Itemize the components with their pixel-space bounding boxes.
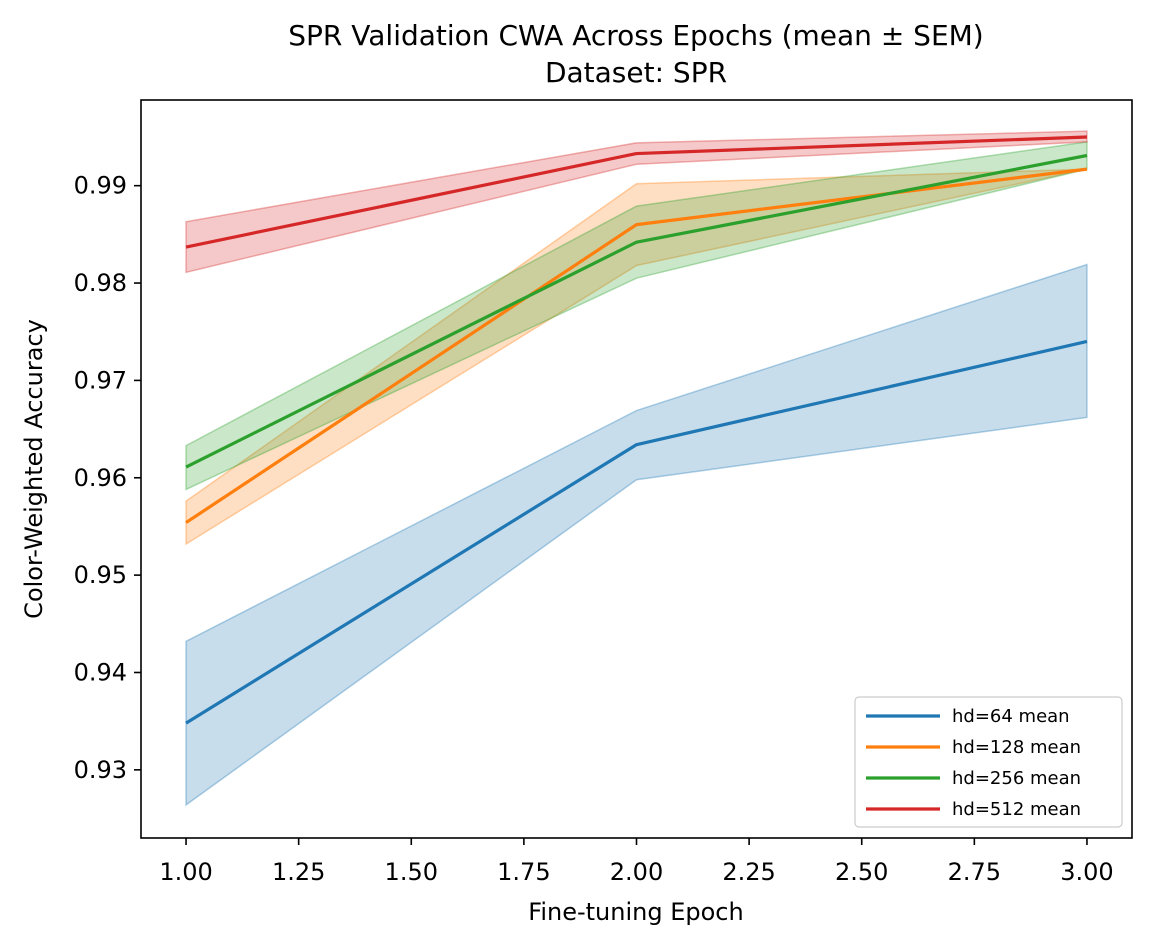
y-tick-label: 0.97 xyxy=(74,366,127,394)
y-tick-label: 0.94 xyxy=(74,658,127,686)
x-tick-label: 2.50 xyxy=(835,858,888,886)
series-line-hd-128-mean xyxy=(185,167,1088,524)
x-axis-ticks: 1.00 1.25 1.50 1.75 2.00 2.25 2.50 2.75 3.00 xyxy=(159,838,1114,886)
x-axis-label: Fine-tuning Epoch xyxy=(528,898,743,926)
x-tick-label: 2.00 xyxy=(610,858,663,886)
series-line-hd-512-mean xyxy=(185,135,1088,249)
x-tick-label: 1.25 xyxy=(272,858,325,886)
x-tick-label: 2.75 xyxy=(948,858,1001,886)
chart-title: SPR Validation CWA Across Epochs (mean ±… xyxy=(288,19,983,52)
sem-band-hd-512-mean xyxy=(185,130,1088,274)
y-tick-label: 0.99 xyxy=(74,172,127,200)
legend-box xyxy=(854,696,1123,828)
x-tick-label: 1.00 xyxy=(159,858,212,886)
legend-label-hd-512-mean: hd=512 mean xyxy=(952,799,1081,820)
y-axis-ticks: 0.93 0.94 0.95 0.96 0.97 0.98 0.99 xyxy=(74,172,141,784)
legend-label-hd-64-mean: hd=64 mean xyxy=(952,706,1070,727)
sem-bands xyxy=(185,130,1088,807)
x-tick-label: 2.25 xyxy=(722,858,775,886)
x-tick-label: 1.50 xyxy=(385,858,438,886)
legend-label-hd-128-mean: hd=128 mean xyxy=(952,737,1081,758)
series-line-hd-64-mean xyxy=(185,339,1088,725)
y-tick-label: 0.93 xyxy=(74,756,127,784)
series-line-hd-256-mean xyxy=(185,153,1088,469)
y-tick-label: 0.96 xyxy=(74,464,127,492)
y-axis-label: Color-Weighted Accuracy xyxy=(20,319,48,619)
x-tick-label: 1.75 xyxy=(497,858,550,886)
legend: hd=64 mean hd=128 mean hd=256 mean hd=512 m… xyxy=(854,696,1123,828)
legend-label-hd-256-mean: hd=256 mean xyxy=(952,768,1081,789)
y-tick-label: 0.95 xyxy=(74,561,127,589)
chart-subtitle: Dataset: SPR xyxy=(545,56,727,89)
mean-lines xyxy=(185,135,1088,725)
x-tick-label: 3.00 xyxy=(1060,858,1113,886)
sem-band-hd-128-mean xyxy=(185,168,1088,546)
y-tick-label: 0.98 xyxy=(74,269,127,297)
sem-band-hd-64-mean xyxy=(185,263,1088,807)
